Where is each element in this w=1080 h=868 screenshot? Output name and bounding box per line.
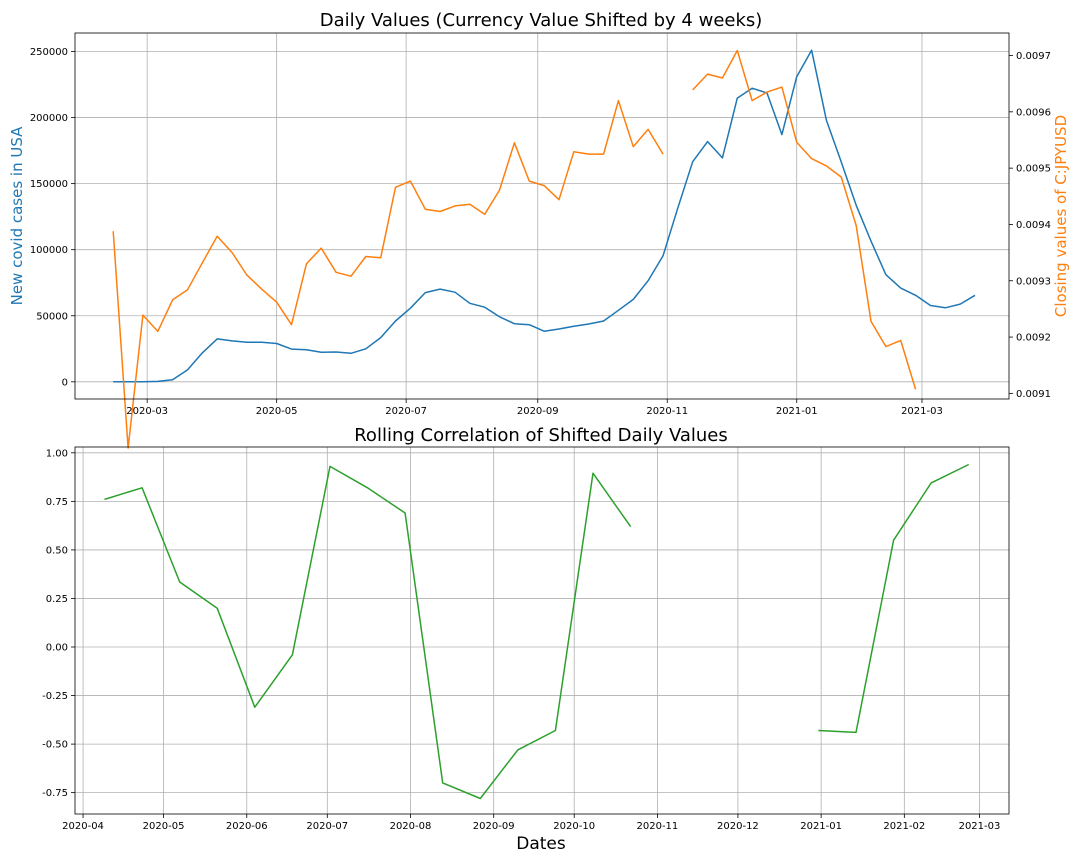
series-line-0 (818, 463, 970, 734)
y-tick-label: 0 (62, 377, 68, 388)
y-tick-label: 0.00 (46, 643, 68, 654)
top-chart-ylabel: New covid cases in USA (8, 126, 26, 306)
x-tick-label: 2020-08 (390, 821, 432, 832)
x-tick-label: 2020-06 (226, 821, 268, 832)
x-tick-label: 2021-02 (883, 821, 925, 832)
x-tick-label: 2020-11 (646, 406, 688, 417)
top-chart-y2label: Closing values of C:JPYUSD (1052, 115, 1070, 317)
x-tick-label: 2020-07 (385, 406, 427, 417)
y-tick-label: -0.75 (42, 788, 68, 799)
bottom-chart-lines (104, 463, 970, 800)
x-tick-label: 2020-11 (637, 821, 679, 832)
bottom-chart-frame (74, 446, 1010, 815)
x-tick-label: 2020-09 (473, 821, 515, 832)
y2-tick-label: 0.0094 (1016, 220, 1051, 231)
bottom-chart: Rolling Correlation of Shifted Daily Val… (42, 425, 1010, 854)
y2-tick-label: 0.0097 (1016, 51, 1051, 62)
x-tick-label: 2020-12 (717, 821, 759, 832)
top-chart-lines (112, 49, 976, 449)
y-tick-label: 100000 (30, 245, 68, 256)
bottom-chart-ticks: 2020-04 2020-05 2020-06 2020-07 2020-08 2020-… (42, 448, 1000, 832)
top-chart: Daily Values (Currency Value Shifted by … (8, 10, 1070, 449)
x-tick-label: 2020-05 (143, 821, 185, 832)
y2-tick-label: 0.0096 (1016, 107, 1051, 118)
x-tick-label: 2020-09 (517, 406, 559, 417)
bottom-chart-title: Rolling Correlation of Shifted Daily Val… (354, 425, 728, 446)
y-tick-label: 200000 (30, 113, 68, 124)
series-line-1 (692, 49, 917, 390)
x-tick-label: 2020-03 (126, 406, 168, 417)
y-tick-label: 150000 (30, 179, 68, 190)
x-tick-label: 2021-03 (901, 406, 943, 417)
top-chart-ticks: 2020-03 2020-05 2020-07 2020-09 2020-11 2021-… (30, 47, 1051, 417)
top-chart-grid (75, 33, 1009, 399)
x-tick-label: 2020-10 (553, 821, 595, 832)
x-tick-label: 2020-07 (306, 821, 348, 832)
y-tick-label: -0.50 (42, 740, 68, 751)
y-tick-label: 0.25 (46, 594, 68, 605)
bottom-chart-grid (75, 447, 1009, 814)
top-chart-title: Daily Values (Currency Value Shifted by … (320, 10, 763, 31)
x-tick-label: 2020-04 (62, 821, 104, 832)
y2-tick-label: 0.0093 (1016, 276, 1051, 287)
series-line-1 (112, 99, 664, 449)
y-tick-label: 1.00 (46, 448, 68, 459)
x-tick-label: 2020-05 (256, 406, 298, 417)
y2-tick-label: 0.0095 (1016, 164, 1051, 175)
series-line-0 (113, 49, 976, 383)
y-tick-label: 50000 (36, 311, 68, 322)
top-chart-frame (74, 32, 1010, 400)
y-tick-label: 0.50 (46, 545, 68, 556)
x-tick-label: 2021-01 (776, 406, 818, 417)
series-line-0 (104, 465, 632, 800)
y2-tick-label: 0.0091 (1016, 389, 1051, 400)
x-tick-label: 2021-01 (800, 821, 842, 832)
y2-tick-label: 0.0092 (1016, 333, 1051, 344)
x-tick-label: 2021-03 (959, 821, 1001, 832)
y-tick-label: 0.75 (46, 497, 68, 508)
bottom-chart-xlabel: Dates (516, 834, 566, 854)
y-tick-label: -0.25 (42, 691, 68, 702)
y-tick-label: 250000 (30, 47, 68, 58)
